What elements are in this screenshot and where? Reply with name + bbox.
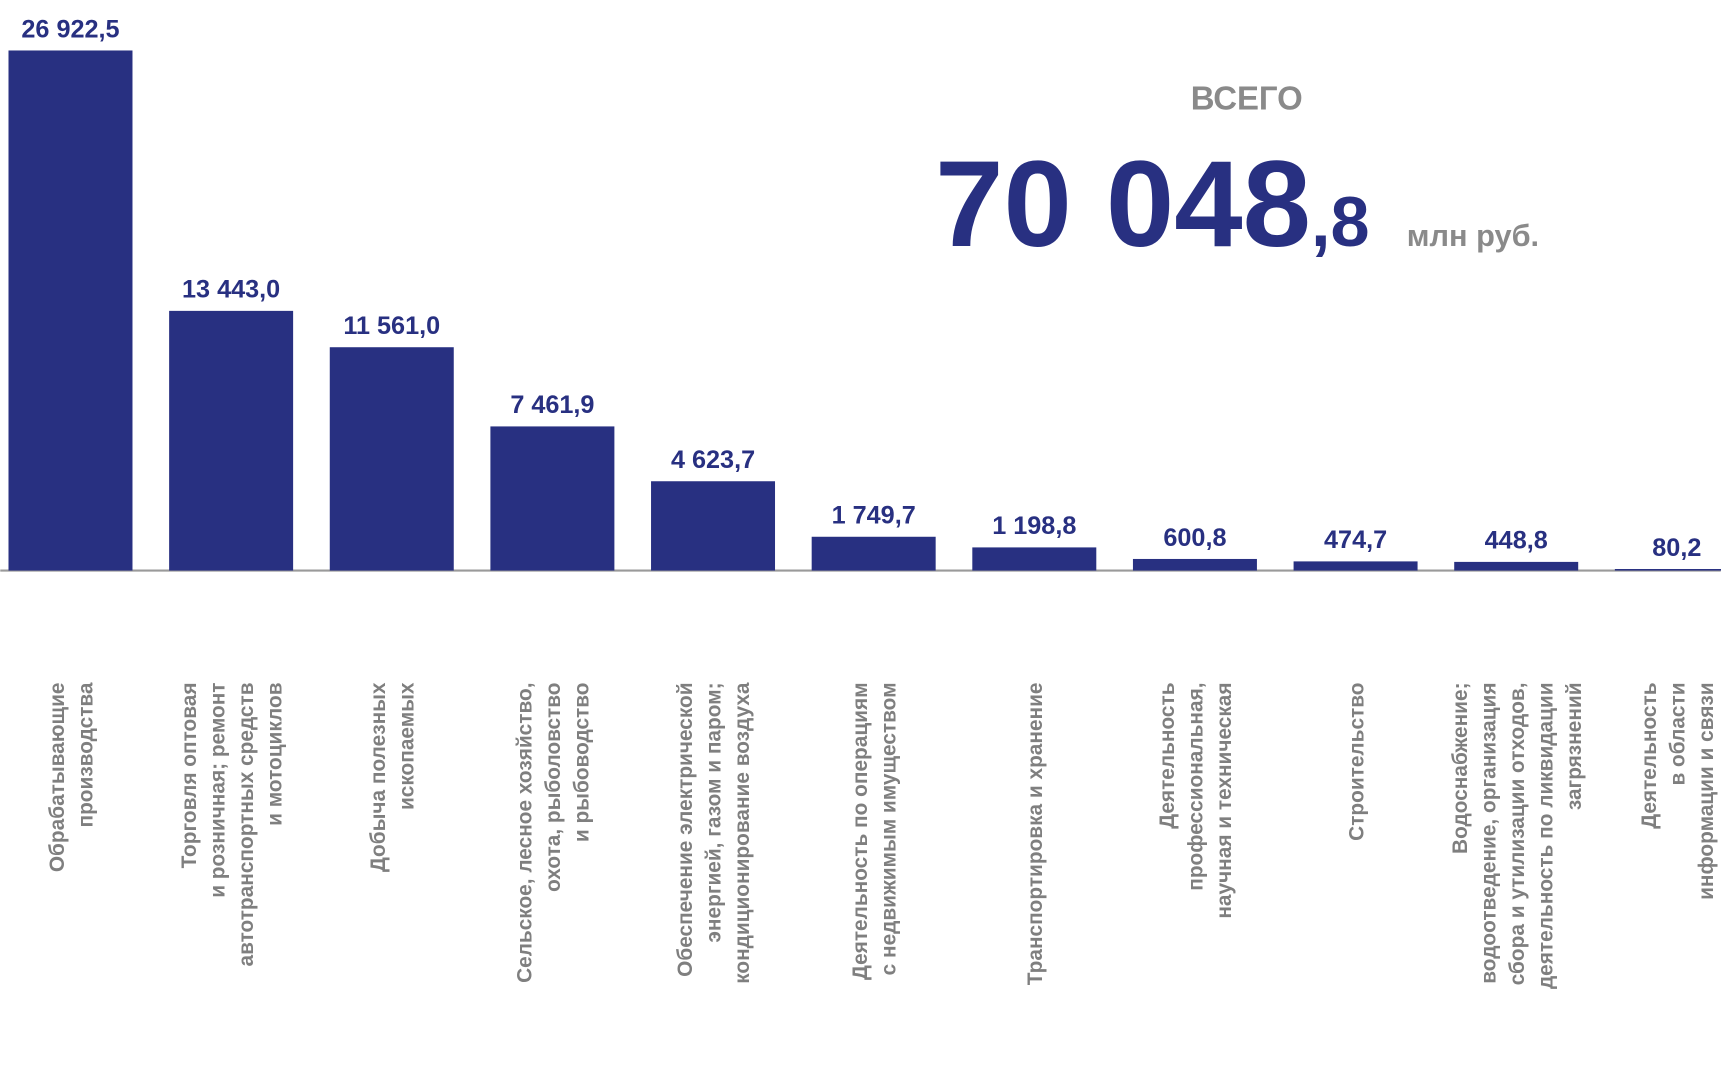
- value-label: 13 443,0: [182, 276, 280, 304]
- category-label: профессиональная,: [1185, 682, 1208, 890]
- value-label: 1 198,8: [992, 512, 1076, 540]
- category-label: автотранспортных средств: [235, 682, 258, 966]
- value-label: 1 749,7: [832, 502, 916, 530]
- category-label: научная и техническая: [1213, 682, 1236, 918]
- category-label: Сельское, лесное хозяйство,: [514, 682, 537, 982]
- bar: [8, 50, 133, 571]
- total-decimal: ,8: [1311, 182, 1370, 261]
- bar: [651, 481, 776, 571]
- category-label: с недвижимым имуществом: [878, 682, 901, 975]
- total-integer: 70 048: [935, 136, 1311, 273]
- category-label: в области: [1667, 682, 1690, 785]
- value-label: 26 922,5: [21, 15, 119, 43]
- category-label: охота, рыболовство: [542, 682, 565, 891]
- category-label: Обеспечение электрической: [674, 682, 697, 976]
- category-label: Деятельность: [1638, 682, 1661, 828]
- category-label: Деятельность: [1156, 682, 1179, 828]
- total-label: ВСЕГО: [1191, 80, 1303, 117]
- total: 70 048,8 млн руб.: [935, 136, 1539, 273]
- category-label: и розничная; ремонт: [207, 682, 230, 897]
- total-unit: млн руб.: [1407, 218, 1539, 253]
- category-label: Водоснабжение;: [1449, 682, 1472, 853]
- value-label: 7 461,9: [510, 391, 594, 419]
- category-label: Строительство: [1345, 682, 1368, 840]
- category-label: водоотведение, организация: [1477, 682, 1500, 983]
- category-label: Добыча полезных: [367, 682, 390, 872]
- bar: [1614, 569, 1721, 571]
- category-label: ископаемых: [396, 682, 419, 810]
- bar: [811, 536, 936, 571]
- bar: [490, 426, 615, 571]
- category-label: кондиционирование воздуха: [731, 682, 754, 984]
- category-label: загрязнений: [1563, 682, 1586, 810]
- bar: [329, 347, 454, 571]
- value-label: 448,8: [1485, 527, 1548, 555]
- category-label: энергией, газом и паром;: [703, 682, 726, 942]
- value-label: 11 561,0: [343, 312, 440, 340]
- value-label: 4 623,7: [671, 446, 755, 474]
- category-label: Транспортировка и хранение: [1024, 682, 1047, 985]
- category-label: Обрабатывающие: [46, 682, 69, 872]
- value-label: 600,8: [1163, 524, 1226, 552]
- category-label: деятельность по ликвидации: [1534, 682, 1557, 989]
- category-label: Деятельность по операциям: [849, 682, 872, 980]
- category-label: и мотоциклов: [264, 682, 287, 825]
- category-label: сбора и утилизации отходов,: [1506, 682, 1529, 985]
- category-label: информации и связи: [1695, 682, 1718, 899]
- category-label: Торговля оптовая: [178, 682, 201, 868]
- value-label: 80,2: [1652, 534, 1701, 562]
- category-label: и рыбоводство: [571, 682, 594, 842]
- bar: [972, 547, 1097, 571]
- value-label: 474,7: [1324, 526, 1387, 554]
- bar: [1293, 561, 1418, 571]
- bar: [1454, 561, 1579, 571]
- category-label: производства: [74, 682, 97, 827]
- bar: [169, 310, 294, 571]
- bar: [1132, 558, 1257, 571]
